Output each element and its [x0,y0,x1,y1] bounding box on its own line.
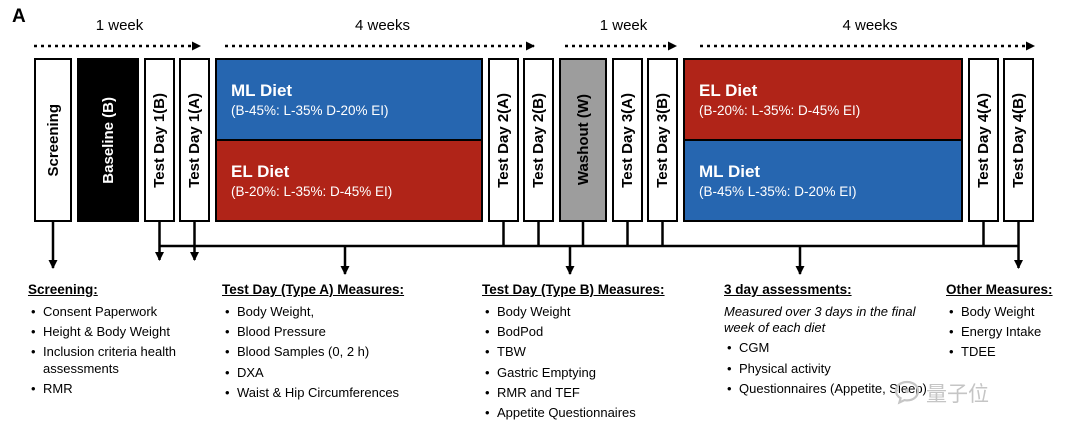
box-screening-label: Screening [44,103,62,177]
box-baseline: Baseline (B) [77,58,139,222]
box-washout: Washout (W) [559,58,607,222]
list-item: Gastric Emptying [482,365,702,382]
list-item: CGM [724,340,939,357]
box-test-day-2a: Test Day 2(A) [488,58,519,222]
phase-label-3: 1 week [599,17,648,34]
list-item: DXA [222,365,460,382]
diet-period1-ml: ML Diet (B-45%: L-35% D-20% EI) [217,60,481,141]
box-test-day-1a-label: Test Day 1(A) [186,92,203,188]
list-item: TDEE [946,344,1076,361]
box-test-day-2b: Test Day 2(B) [523,58,554,222]
box-test-day-3a: Test Day 3(A) [612,58,643,222]
diet-period2-ml: ML Diet (B-45% L-35%: D-20% EI) [685,141,961,220]
diet-period2-el-detail: (B-20%: L-35%: D-45% EI) [699,103,861,119]
list-item: Body Weight [482,304,702,321]
diet-period2-ml-name: ML Diet [699,161,761,181]
diet-period2-el: EL Diet (B-20%: L-35%: D-45% EI) [685,60,961,141]
type-b-measures: Test Day (Type B) Measures: Body Weight … [482,282,702,425]
phase-label-4: 4 weeks [842,17,898,34]
box-screening: Screening [34,58,72,222]
screening-measures-list: Consent Paperwork Height & Body Weight I… [28,304,220,398]
box-test-day-1b: Test Day 1(B) [144,58,175,222]
type-b-measures-list: Body Weight BodPod TBW Gastric Emptying … [482,304,702,422]
type-b-measures-title: Test Day (Type B) Measures: [482,282,665,297]
list-item: Body Weight, [222,304,460,321]
list-item: Questionnaires (Appetite, Sleep) [724,381,939,398]
three-day-assessments-list: CGM Physical activity Questionnaires (Ap… [724,340,939,397]
three-day-assessments-title: 3 day assessments: [724,282,852,297]
list-item: RMR [28,381,220,398]
list-item: Appetite Questionnaires [482,405,702,422]
box-test-day-4a: Test Day 4(A) [968,58,999,222]
panel-label: A [12,6,26,27]
watermark-text: 量子位 [926,383,989,406]
box-washout-label: Washout (W) [574,94,592,186]
diet-period2-ml-detail: (B-45% L-35%: D-20% EI) [699,184,857,200]
list-item: Blood Samples (0, 2 h) [222,344,460,361]
box-baseline-label: Baseline (B) [99,96,117,184]
box-test-day-4b: Test Day 4(B) [1003,58,1034,222]
three-day-assessments: 3 day assessments: Measured over 3 days … [724,282,939,401]
phase-label-1: 1 week [95,17,144,34]
watermark-logo-icon [894,380,920,405]
list-item: BodPod [482,324,702,341]
list-item: TBW [482,344,702,361]
watermark-qbitai: 量子位 [893,378,989,408]
phase-label-2: 4 weeks [354,17,411,34]
box-test-day-3b-label: Test Day 3(B) [654,92,671,188]
box-test-day-2a-label: Test Day 2(A) [495,92,512,188]
three-day-note: Measured over 3 days in the final week o… [724,303,916,336]
diet-period1-ml-name: ML Diet [231,80,293,100]
other-measures: Other Measures: Body Weight Energy Intak… [946,282,1076,365]
diet-period2-el-name: EL Diet [699,80,758,100]
diet-period1-el: EL Diet (B-20%: L-35%: D-45% EI) [217,141,481,220]
other-measures-title: Other Measures: [946,282,1053,297]
box-test-day-1a: Test Day 1(A) [179,58,210,222]
list-item: Consent Paperwork [28,304,220,321]
list-item: RMR and TEF [482,385,702,402]
list-item: Blood Pressure [222,324,460,341]
list-item: Inclusion criteria health assessments [28,344,220,377]
box-test-day-1b-label: Test Day 1(B) [151,92,168,188]
diet-period-1: ML Diet (B-45%: L-35% D-20% EI) EL Diet … [215,58,483,222]
box-test-day-2b-label: Test Day 2(B) [530,92,547,188]
diet-period1-el-name: EL Diet [231,161,290,181]
screening-measures: Screening: Consent Paperwork Height & Bo… [28,282,220,401]
diet-period-2: EL Diet (B-20%: L-35%: D-45% EI) ML Diet… [683,58,963,222]
box-test-day-3b: Test Day 3(B) [647,58,678,222]
list-item: Body Weight [946,304,1076,321]
list-item: Physical activity [724,361,939,378]
connector-arrowheads [48,222,1023,275]
list-item: Waist & Hip Circumferences [222,385,460,402]
diet-period1-ml-detail: (B-45%: L-35% D-20% EI) [231,103,389,119]
connector-lines [158,222,1020,248]
type-a-measures-title: Test Day (Type A) Measures: [222,282,405,297]
other-measures-list: Body Weight Energy Intake TDEE [946,304,1076,361]
diet-period1-el-detail: (B-20%: L-35%: D-45% EI) [231,184,393,200]
type-a-measures-list: Body Weight, Blood Pressure Blood Sample… [222,304,460,402]
screening-measures-title: Screening: [28,282,98,297]
type-a-measures: Test Day (Type A) Measures: Body Weight,… [222,282,460,405]
list-item: Height & Body Weight [28,324,220,341]
box-test-day-3a-label: Test Day 3(A) [619,92,636,188]
list-item: Energy Intake [946,324,1076,341]
box-test-day-4b-label: Test Day 4(B) [1010,92,1027,188]
box-test-day-4a-label: Test Day 4(A) [975,92,992,188]
